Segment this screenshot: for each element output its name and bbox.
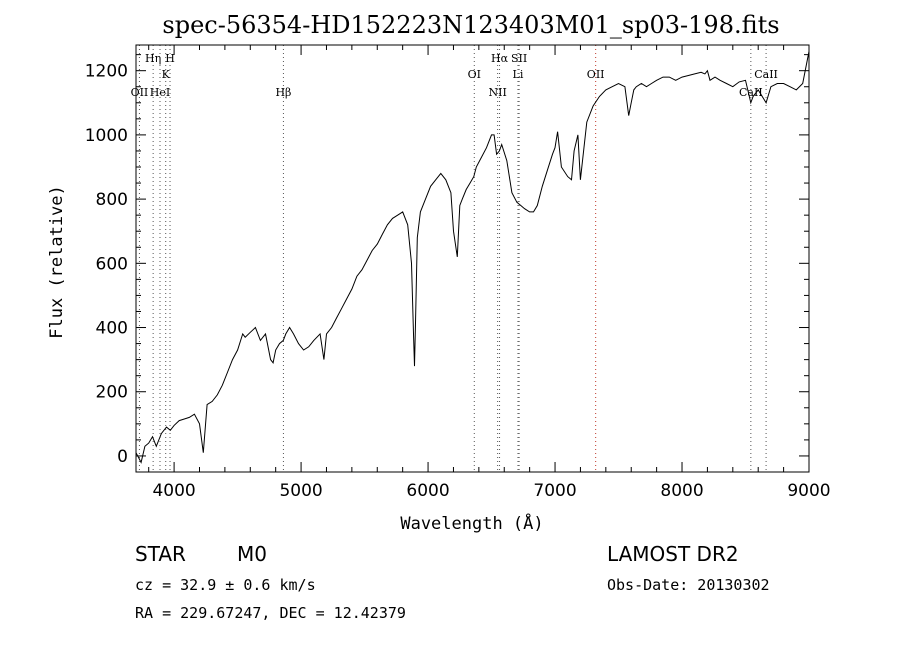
survey-name: LAMOST DR2: [607, 542, 739, 566]
line-marker-label: CaII: [739, 86, 763, 99]
x-tick-label: 5000: [279, 481, 322, 501]
y-tick-label: 800: [96, 190, 128, 210]
x-axis-label: Wavelength (Å): [400, 512, 543, 534]
x-tick-label: 9000: [787, 481, 830, 501]
obs-date: Obs-Date: 20130302: [607, 576, 770, 594]
y-tick-label: 0: [117, 447, 128, 467]
spectrum-line: [135, 51, 810, 464]
line-marker-label: K: [162, 68, 171, 81]
y-axis-label: Flux (relative): [47, 185, 67, 339]
y-tick-label: 400: [96, 319, 128, 339]
y-tick-label: 200: [96, 383, 128, 403]
redshift-cz: cz = 32.9 ± 0.6 km/s: [135, 576, 316, 594]
object-type: STAR: [135, 542, 186, 566]
chart-title: spec-56354-HD152223N123403M01_sp03-198.f…: [162, 11, 779, 39]
line-marker-label: Hη: [145, 52, 161, 65]
y-tick-label: 600: [96, 254, 128, 274]
y-tick-label: 1000: [85, 126, 128, 146]
line-marker-label: CaII: [754, 68, 778, 81]
line-marker-label: NII: [488, 86, 506, 99]
line-marker-label: H: [165, 52, 175, 65]
x-tick-label: 8000: [660, 481, 703, 501]
line-label-layer: OII Hη HeI KH Hβ OI NII Hα SII Li OII CaII CaII: [131, 52, 778, 99]
line-marker-label: OII: [587, 68, 605, 81]
x-tick-label: 4000: [152, 481, 195, 501]
axis-ticks: 4000 5000 6000 7000 8000 9000 0 200 400 600 800 100…: [85, 45, 831, 501]
line-marker-label: Hα: [491, 52, 509, 65]
object-subclass: M0: [237, 542, 267, 566]
plot-frame: [135, 44, 810, 473]
line-marker-label: OI: [468, 68, 481, 81]
line-marker-layer: [138, 45, 767, 472]
line-marker-label: SII: [511, 52, 527, 65]
line-marker-label: OII: [131, 86, 149, 99]
x-tick-label: 6000: [406, 481, 449, 501]
y-tick-label: 1200: [85, 62, 128, 82]
coordinates: RA = 229.67247, DEC = 12.42379: [135, 604, 406, 622]
line-marker-label: Hβ: [275, 86, 291, 99]
line-marker-label: Li: [513, 68, 524, 81]
x-tick-label: 7000: [533, 481, 576, 501]
line-marker-label: HeI: [150, 86, 170, 99]
